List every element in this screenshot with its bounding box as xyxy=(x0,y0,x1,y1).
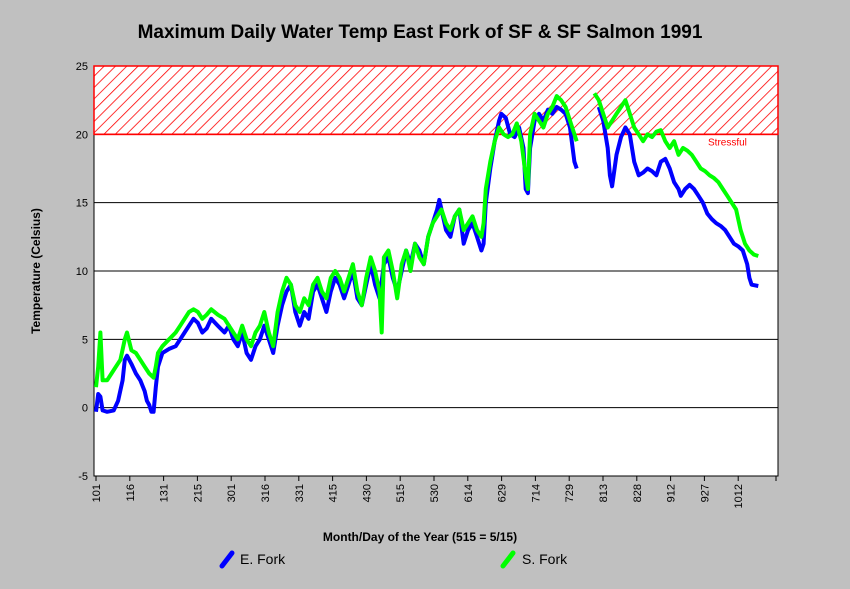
x-tick-label: 729 xyxy=(564,484,576,502)
legend-swatch-e-fork xyxy=(219,550,235,569)
x-tick-label: 1012 xyxy=(733,484,745,508)
y-tick-label: 15 xyxy=(76,198,88,210)
y-tick-label: 0 xyxy=(82,403,88,415)
y-tick-label: -5 xyxy=(78,471,88,483)
x-axis-label: Month/Day of the Year (515 = 5/15) xyxy=(323,530,517,544)
x-tick-label: 813 xyxy=(598,484,610,502)
series-e-fork xyxy=(94,105,759,414)
x-tick-label: 515 xyxy=(395,484,407,502)
legend-swatch-s-fork xyxy=(500,550,516,569)
stressful-label: Stressful xyxy=(708,137,747,148)
series-line xyxy=(94,105,579,414)
series-s-fork xyxy=(94,92,759,388)
legend-item-s-fork: S. Fork xyxy=(500,550,568,569)
x-tick-label: 614 xyxy=(463,484,475,502)
series-line xyxy=(94,94,579,388)
x-tick-label: 116 xyxy=(125,484,137,502)
x-tick-label: 927 xyxy=(699,484,711,502)
x-tick-label: 131 xyxy=(159,484,171,502)
x-tick-label: 714 xyxy=(530,484,542,502)
x-axis-ticks: 101 116 131 215 301 316 331 415 430 515 530 614 629 7… xyxy=(91,476,777,508)
legend-item-e-fork: E. Fork xyxy=(219,550,286,569)
chart-title: Maximum Daily Water Temp East Fork of SF… xyxy=(138,22,703,43)
legend-label-e-fork: E. Fork xyxy=(240,551,286,567)
x-tick-label: 331 xyxy=(294,484,306,502)
legend-label-s-fork: S. Fork xyxy=(522,551,568,567)
x-tick-label: 912 xyxy=(666,484,678,502)
x-tick-label: 415 xyxy=(328,484,340,502)
x-tick-label: 101 xyxy=(91,484,103,502)
y-tick-label: 10 xyxy=(76,266,88,278)
x-tick-label: 215 xyxy=(192,484,204,502)
x-tick-label: 301 xyxy=(226,484,238,502)
legend: E. Fork S. Fork xyxy=(219,550,568,569)
series-line xyxy=(596,106,759,288)
x-tick-label: 629 xyxy=(497,484,509,502)
x-tick-label: 430 xyxy=(361,484,373,502)
stressful-threshold-band xyxy=(93,65,779,136)
x-tick-label: 530 xyxy=(429,484,441,502)
x-tick-label: 316 xyxy=(260,484,272,502)
y-tick-label: 20 xyxy=(76,129,88,141)
x-tick-label: 828 xyxy=(632,484,644,502)
series-layer xyxy=(94,92,759,414)
y-axis-label: Temperature (Celsius) xyxy=(29,208,43,334)
series-line xyxy=(592,92,759,258)
y-tick-label: 25 xyxy=(76,61,88,73)
y-axis-ticks: -5 0 5 10 15 20 25 xyxy=(76,61,88,483)
y-tick-label: 5 xyxy=(82,334,88,346)
